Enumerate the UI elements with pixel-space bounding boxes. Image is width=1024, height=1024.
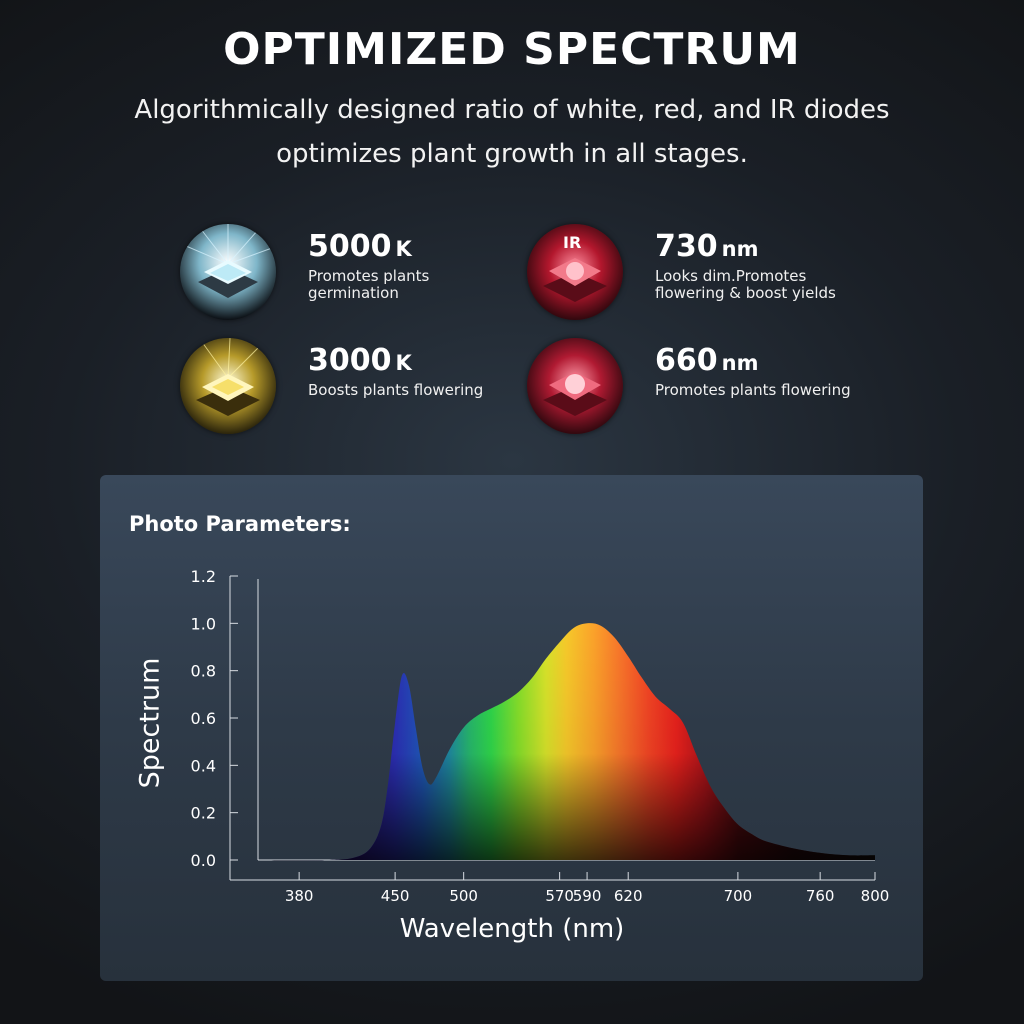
spectrum-area-shade bbox=[258, 623, 875, 861]
x-tick-label: 380 bbox=[285, 887, 314, 905]
chart-title: Photo Parameters: bbox=[129, 512, 351, 536]
x-tick-label: 500 bbox=[449, 887, 478, 905]
diode-description: Promotes plants germination bbox=[308, 267, 430, 302]
y-tick-label: 0.6 bbox=[191, 709, 216, 728]
red-led-chip-icon bbox=[527, 338, 623, 434]
diode-description: Boosts plants flowering bbox=[308, 381, 484, 399]
diode-value: 730 nm bbox=[655, 229, 759, 264]
y-tick-label: 1.2 bbox=[191, 567, 216, 586]
warm-led-chip-icon bbox=[180, 338, 276, 434]
x-tick-label: 590 bbox=[573, 887, 602, 905]
ir-led-chip-icon: IR bbox=[527, 224, 623, 320]
page-subtitle: Algorithmically designed ratio of white,… bbox=[134, 95, 890, 169]
page-title: OPTIMIZED SPECTRUM bbox=[223, 24, 801, 75]
x-tick-label: 450 bbox=[381, 887, 410, 905]
diode-value: 5000 K bbox=[308, 229, 412, 264]
y-tick-label: 1.0 bbox=[191, 614, 216, 633]
diode-5000k: 5000 K Promotes plants germination bbox=[180, 224, 510, 324]
x-tick-label: 570 bbox=[545, 887, 574, 905]
y-tick-label: 0.8 bbox=[191, 662, 216, 681]
diode-660nm: 660 nm Promotes plants flowering bbox=[527, 338, 857, 438]
diode-value: 660 nm bbox=[655, 343, 759, 378]
diode-description: Looks dim.Promotes flowering & boost yie… bbox=[655, 267, 836, 302]
x-tick-label: 800 bbox=[861, 887, 890, 905]
ir-label: IR bbox=[563, 233, 581, 252]
y-tick-label: 0.4 bbox=[191, 756, 216, 775]
x-tick-label: 700 bbox=[724, 887, 753, 905]
y-tick-label: 0.2 bbox=[191, 804, 216, 823]
diode-3000k: 3000 K Boosts plants flowering bbox=[180, 338, 510, 438]
white-led-chip-icon bbox=[180, 224, 276, 320]
x-axis-label: Wavelength (nm) bbox=[399, 914, 625, 944]
diode-value: 3000 K bbox=[308, 343, 412, 378]
y-axis-label: Spectrum bbox=[134, 657, 166, 789]
y-axis-ticks: 0.0 0.2 0.4 0.6 0.8 1.0 1.2 bbox=[191, 567, 238, 870]
chart-plot-area bbox=[258, 623, 875, 861]
y-tick-label: 0.0 bbox=[191, 851, 216, 870]
diode-730nm: IR 730 nm Looks dim.Promotes flowering & … bbox=[527, 224, 857, 324]
x-tick-label: 620 bbox=[614, 887, 643, 905]
x-tick-label: 760 bbox=[806, 887, 835, 905]
diode-description: Promotes plants flowering bbox=[655, 381, 851, 399]
